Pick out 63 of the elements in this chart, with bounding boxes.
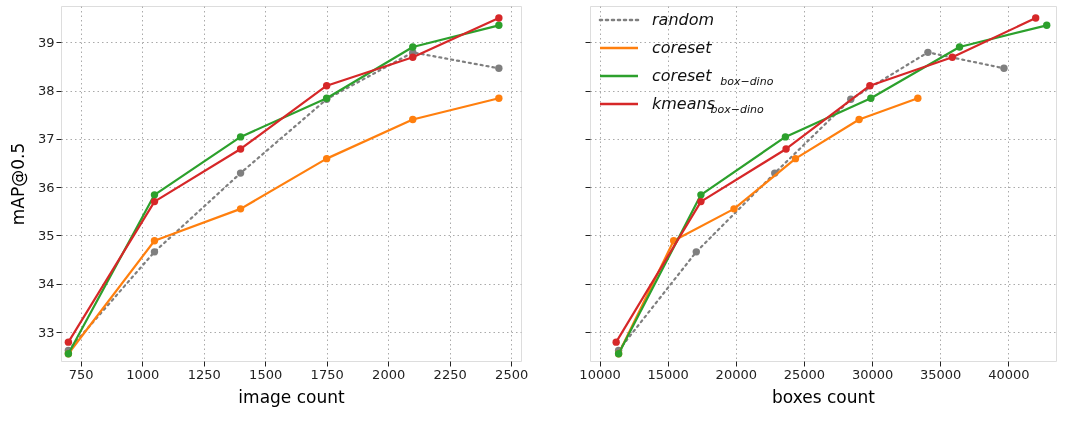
point [866, 81, 874, 90]
x-tick-label: 2000 [372, 366, 406, 382]
point [781, 133, 790, 141]
point [495, 64, 503, 73]
x-tick-label: 25000 [783, 366, 826, 382]
y-tick-label: 39 [37, 34, 55, 50]
point [322, 81, 331, 90]
point [914, 94, 922, 102]
point [64, 338, 73, 346]
x-axis-title: image count [238, 386, 345, 407]
y-tick-label: 33 [37, 324, 55, 340]
point [150, 191, 159, 199]
x-tick-label: 1250 [187, 366, 221, 382]
y-tick-label: 36 [37, 179, 55, 195]
point [692, 248, 700, 256]
x-tick-label: 35000 [920, 366, 962, 382]
x-tick-label: 1000 [126, 366, 160, 382]
point [236, 169, 245, 177]
point [955, 43, 964, 51]
x-tick-label: 30000 [851, 366, 894, 382]
point [867, 94, 875, 102]
point [236, 205, 245, 213]
point [322, 154, 331, 163]
point [150, 237, 159, 245]
point [495, 94, 503, 102]
point [409, 53, 417, 61]
y-tick-label: 37 [37, 131, 55, 147]
point [948, 53, 957, 61]
point [409, 43, 417, 51]
x-tick-label: 750 [68, 366, 94, 382]
point [791, 154, 800, 163]
point [495, 14, 503, 22]
point [730, 205, 738, 213]
point [1043, 21, 1051, 30]
point [1031, 14, 1040, 22]
point [612, 338, 620, 346]
point [697, 191, 705, 199]
x-tick-label: 2500 [495, 366, 529, 382]
point [782, 145, 790, 153]
y-tick-label: 34 [37, 276, 55, 292]
x-tick-label: 10000 [579, 366, 621, 382]
point [697, 197, 705, 206]
x-tick-label: 15000 [647, 366, 689, 382]
x-tick-label: 1500 [249, 366, 283, 382]
legend-label: coreset [652, 38, 713, 57]
point [150, 197, 159, 206]
point [150, 248, 159, 256]
point [409, 115, 417, 124]
point [495, 21, 503, 30]
point [1000, 64, 1008, 73]
y-axis-title: mAP@0.5 [7, 142, 28, 226]
legend-label: random [652, 10, 715, 29]
x-tick-label: 20000 [715, 366, 757, 382]
y-tick-label: 35 [37, 227, 55, 243]
point [855, 115, 863, 124]
x-tick-label: 1750 [310, 366, 344, 382]
point [236, 145, 245, 153]
y-tick-label: 38 [37, 83, 55, 99]
x-axis-title: boxes count [772, 386, 876, 407]
point [924, 48, 932, 57]
x-tick-label: 40000 [988, 366, 1030, 382]
point [236, 133, 245, 141]
x-tick-label: 2250 [433, 366, 467, 382]
